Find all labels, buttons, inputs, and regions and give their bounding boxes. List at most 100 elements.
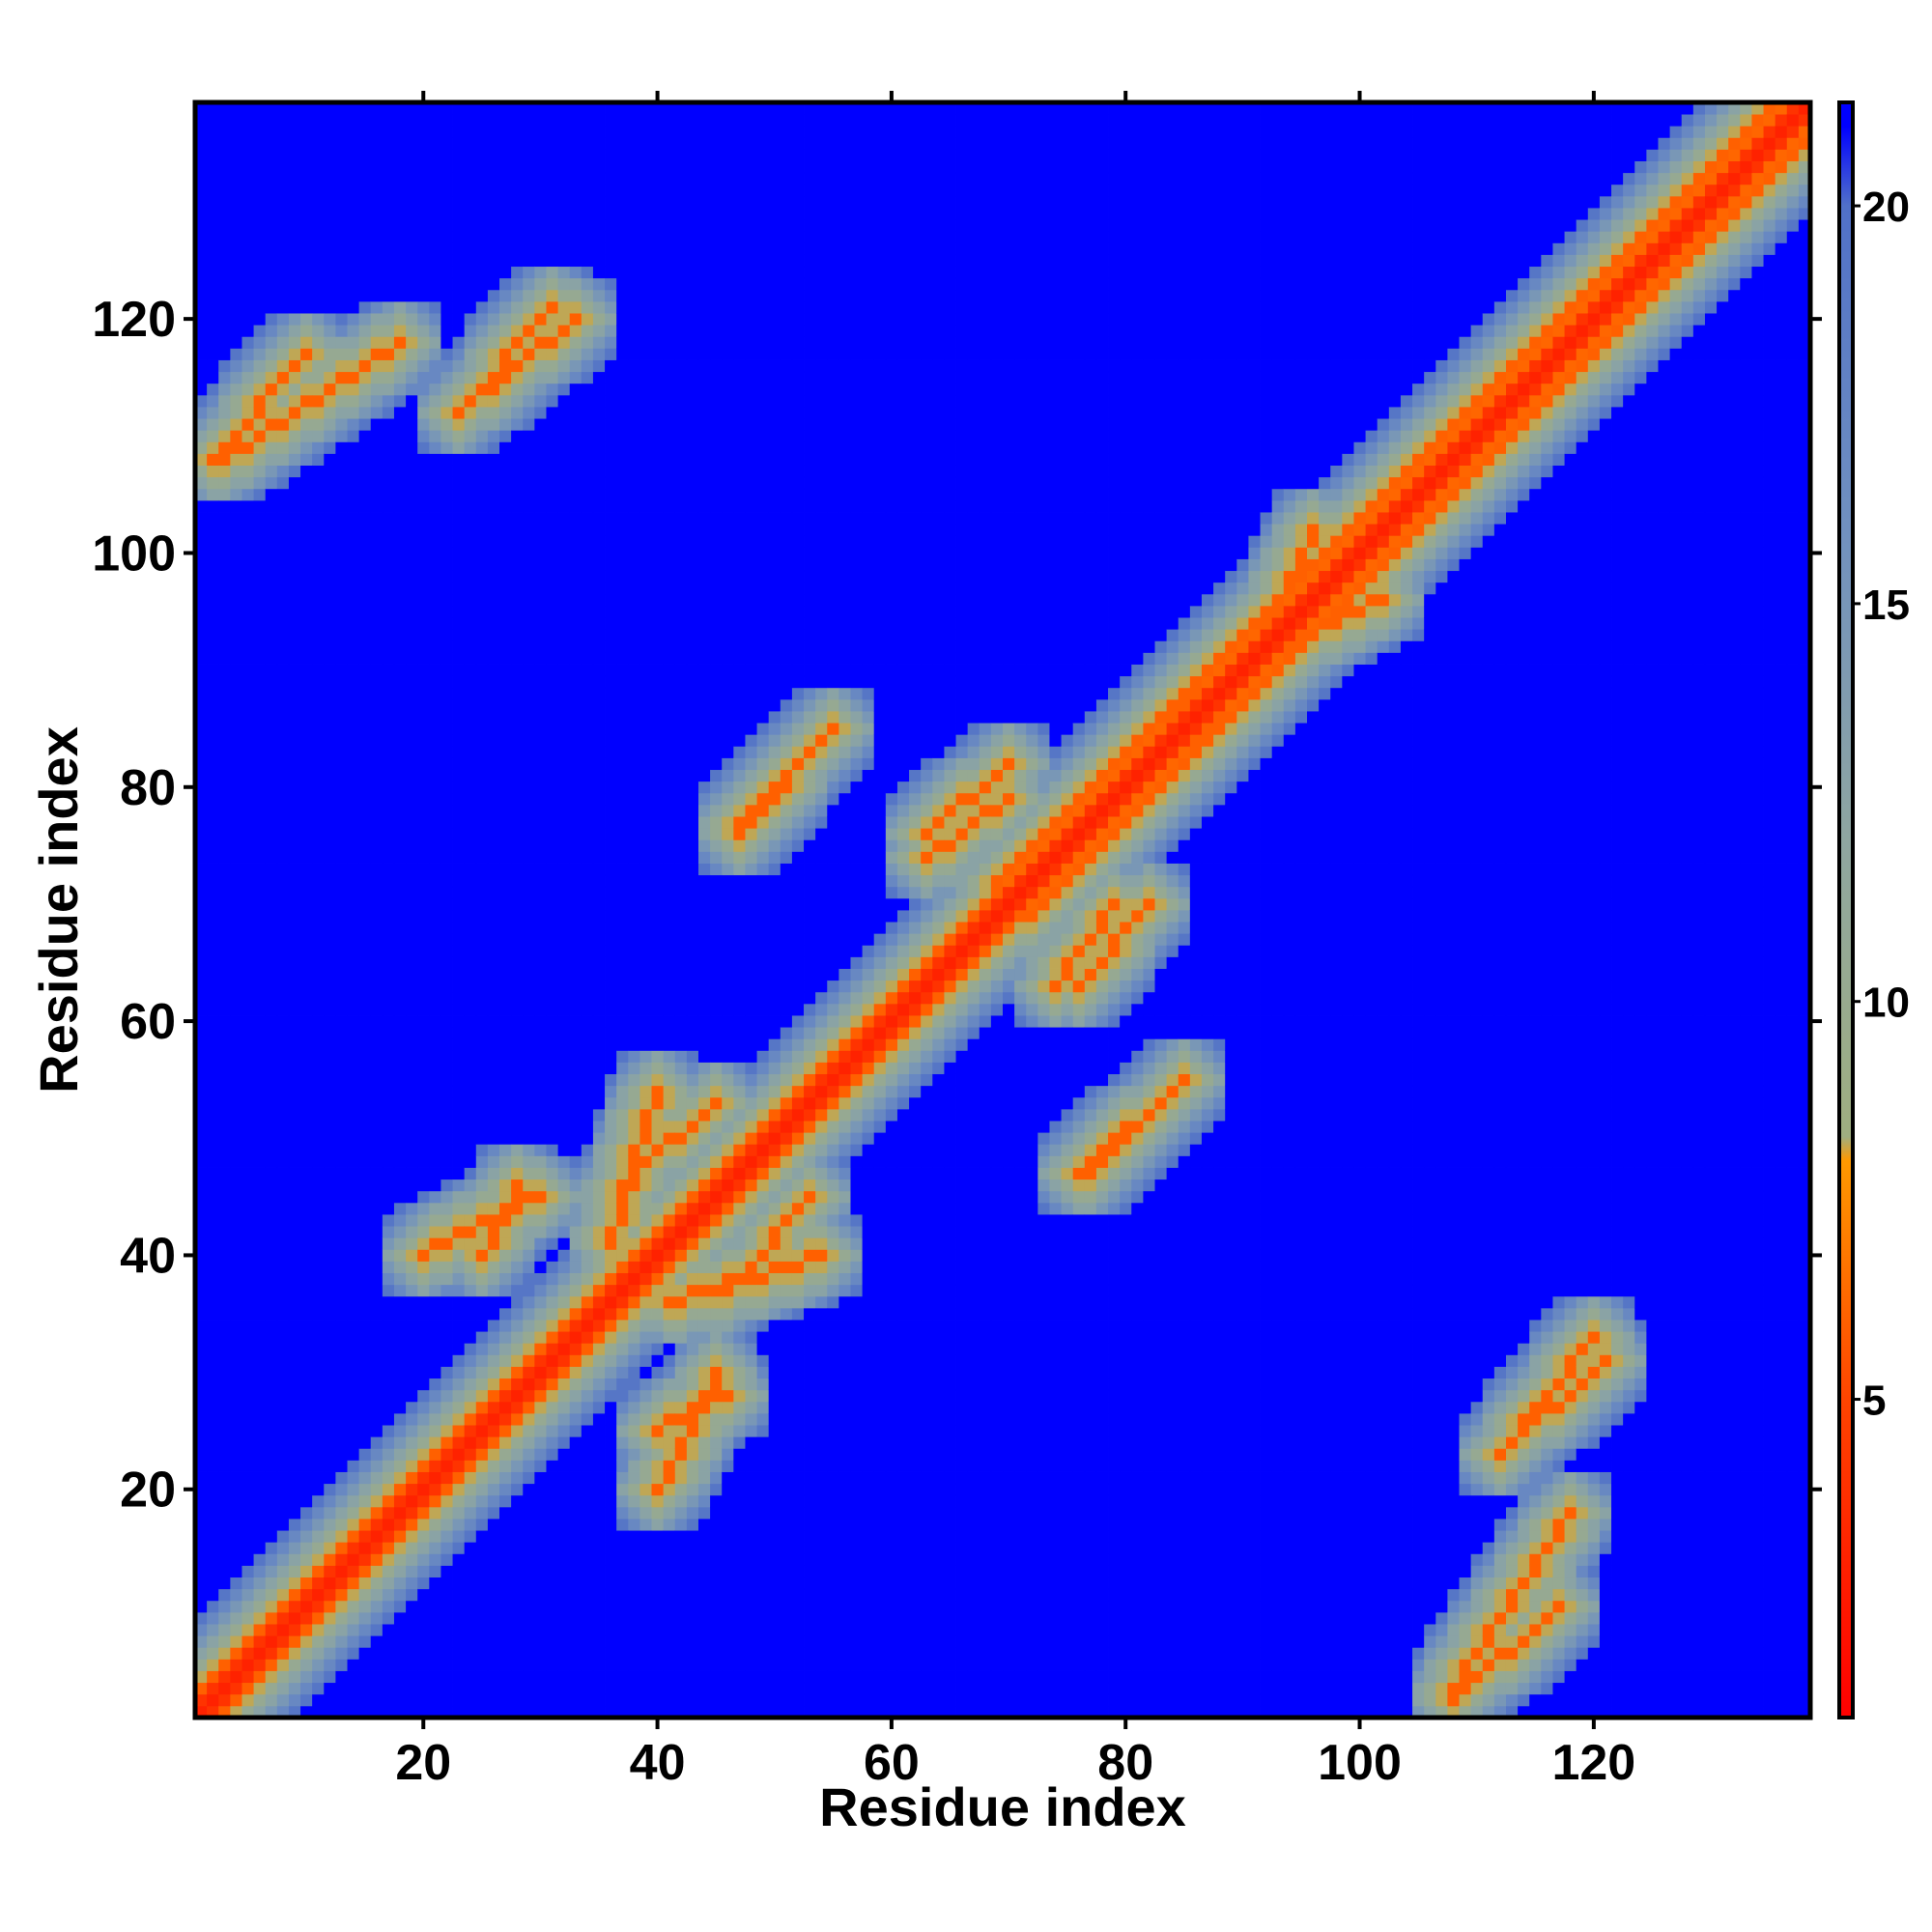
heatmap-cell (592, 430, 606, 442)
heatmap-cell (452, 1307, 466, 1321)
heatmap-cell (499, 781, 512, 794)
heatmap-cell (300, 1307, 313, 1321)
heatmap-cell (429, 1494, 441, 1508)
heatmap-cell (276, 172, 290, 185)
heatmap-cell (511, 1659, 524, 1671)
heatmap-cell (487, 1471, 500, 1485)
heatmap-cell (464, 1494, 477, 1508)
heatmap-cell (429, 558, 441, 572)
heatmap-cell (417, 1155, 430, 1168)
heatmap-cell (324, 897, 336, 911)
heatmap-cell (335, 383, 348, 396)
heatmap-cell (347, 1085, 360, 1098)
heatmap-cell (230, 1483, 242, 1496)
heatmap-cell (406, 1190, 418, 1204)
heatmap-cell (417, 1553, 430, 1566)
heatmap-cell (382, 1425, 395, 1437)
heatmap-cell (511, 558, 524, 572)
heatmap-cell (253, 734, 267, 747)
heatmap-cell (288, 336, 301, 349)
heatmap-cell (347, 652, 360, 665)
heatmap-cell (218, 1519, 231, 1531)
heatmap-cell (218, 441, 231, 454)
heatmap-cell (592, 945, 606, 957)
heatmap-cell (207, 945, 219, 957)
heatmap-cell (218, 828, 231, 840)
heatmap-cell (546, 1460, 558, 1472)
heatmap-cell (382, 1600, 395, 1613)
heatmap-cell (230, 897, 242, 911)
heatmap-cell (335, 1494, 348, 1508)
heatmap-cell (370, 1483, 384, 1496)
heatmap-cell (569, 488, 582, 501)
heatmap-cell (616, 1519, 629, 1531)
heatmap-cell (370, 828, 384, 840)
heatmap-cell (265, 1542, 278, 1554)
heatmap-cell (195, 781, 208, 794)
heatmap-cell (218, 1460, 231, 1472)
heatmap-cell (511, 1343, 524, 1355)
heatmap-cell (523, 547, 535, 559)
heatmap-cell (487, 313, 500, 326)
heatmap-cell (406, 418, 418, 431)
heatmap-cell (207, 359, 219, 373)
heatmap-cell (312, 1307, 325, 1321)
heatmap-cell (253, 441, 267, 454)
heatmap-cell (253, 137, 267, 150)
heatmap-cell (475, 1284, 489, 1297)
heatmap-cell (347, 1062, 360, 1075)
heatmap-cell (370, 1038, 384, 1051)
heatmap-cell (605, 968, 617, 981)
heatmap-cell (207, 781, 219, 794)
heatmap-cell (358, 1506, 372, 1520)
heatmap-cell (429, 769, 441, 782)
heatmap-cell (546, 1519, 558, 1531)
heatmap-cell (464, 1389, 477, 1403)
heatmap-cell (452, 114, 466, 127)
heatmap-cell (242, 828, 254, 840)
heatmap-cell (475, 1096, 489, 1110)
heatmap-cell (312, 582, 325, 595)
heatmap-cell (581, 1073, 594, 1087)
heatmap-cell (393, 1050, 407, 1063)
heatmap-cell (382, 734, 395, 747)
heatmap-cell (265, 991, 278, 1005)
heatmap-cell (429, 348, 441, 360)
heatmap-cell (557, 1190, 571, 1204)
heatmap-cell (335, 792, 348, 806)
heatmap-cell (335, 1062, 348, 1075)
heatmap-cell (475, 933, 489, 946)
heatmap-cell (546, 1202, 558, 1215)
heatmap-cell (393, 629, 407, 641)
heatmap-cell (534, 126, 547, 138)
heatmap-cell (335, 208, 348, 220)
heatmap-cell (370, 886, 384, 899)
heatmap-cell (452, 910, 466, 923)
heatmap-cell (523, 781, 535, 794)
heatmap-cell (429, 1261, 441, 1273)
heatmap-cell (475, 1553, 489, 1566)
heatmap-cell (230, 524, 242, 536)
heatmap-cell (347, 698, 360, 712)
heatmap-cell (592, 1062, 606, 1075)
heatmap-cell (511, 1448, 524, 1461)
heatmap-cell (207, 231, 219, 243)
heatmap-cell (253, 711, 267, 724)
heatmap-cell (569, 804, 582, 817)
heatmap-cell (429, 1389, 441, 1403)
heatmap-cell (218, 1471, 231, 1485)
heatmap-cell (475, 1272, 489, 1286)
heatmap-cell (452, 664, 466, 677)
heatmap-cell (253, 1366, 267, 1379)
heatmap-cell (464, 1542, 477, 1554)
heatmap-cell (230, 1577, 242, 1590)
heatmap-cell (475, 195, 489, 209)
heatmap-cell (265, 1132, 278, 1145)
heatmap-cell (335, 512, 348, 525)
heatmap-cell (546, 1132, 558, 1145)
heatmap-cell (300, 757, 313, 771)
heatmap-cell (557, 336, 571, 349)
heatmap-cell (358, 1412, 372, 1426)
heatmap-cell (207, 1354, 219, 1367)
heatmap-cell (417, 1611, 430, 1625)
